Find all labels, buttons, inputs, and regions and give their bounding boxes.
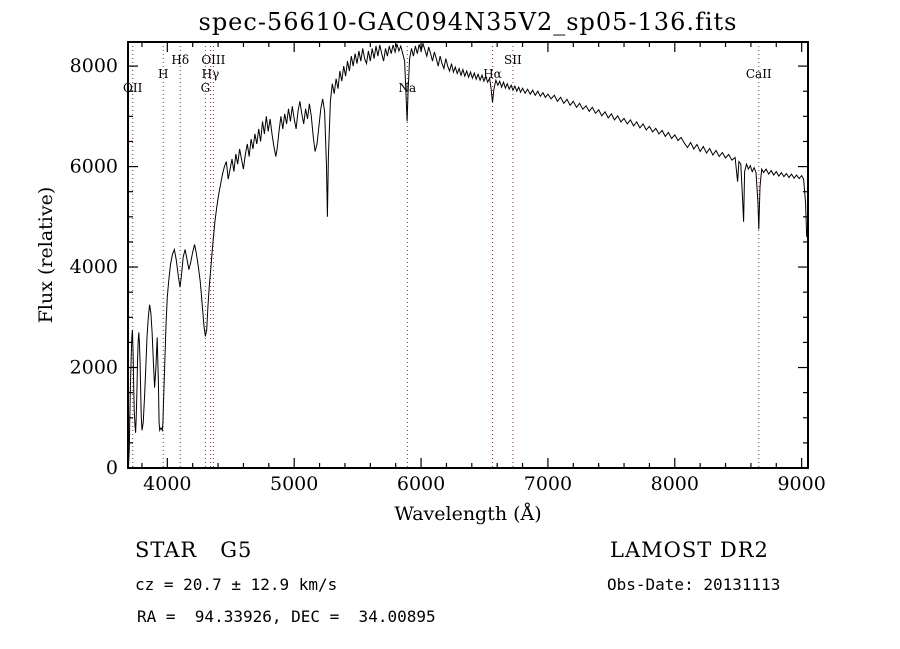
x-tick-label: 5000: [270, 473, 318, 495]
spectral-marker-label: Hδ: [171, 53, 189, 67]
x-tick-label: 8000: [651, 473, 699, 495]
y-axis-label: Flux (relative): [35, 187, 57, 324]
y-tick-label: 0: [106, 457, 118, 479]
spectrum-polyline: [128, 42, 808, 466]
object-class-label: STAR G5: [135, 538, 252, 562]
spectral-marker-label: CaII: [746, 67, 772, 81]
spectral-marker-label: G: [201, 81, 211, 95]
y-tick-label: 8000: [70, 55, 118, 77]
x-tick-label: 4000: [143, 473, 191, 495]
x-tick-label: 9000: [777, 473, 825, 495]
spectral-marker-label: Hα: [483, 67, 502, 81]
coords-label: RA = 94.33926, DEC = 34.00895: [137, 607, 436, 626]
spectral-marker-label: H: [158, 67, 168, 81]
spectral-marker-label: Hγ: [202, 67, 220, 81]
spectral-marker-label: OII: [123, 81, 143, 95]
y-tick-label: 6000: [70, 156, 118, 178]
x-tick-label: 7000: [524, 473, 572, 495]
spectral-marker-label: SII: [504, 53, 522, 67]
y-tick-label: 4000: [70, 256, 118, 278]
survey-label: LAMOST DR2: [610, 538, 769, 562]
x-axis-label: Wavelength (Å): [394, 503, 541, 525]
x-tick-label: 6000: [397, 473, 445, 495]
spectral-marker-label: OIII: [201, 53, 225, 67]
cz-value-label: cz = 20.7 ± 12.9 km/s: [135, 575, 337, 594]
spectral-marker-label: Na: [399, 81, 417, 95]
y-tick-label: 2000: [70, 357, 118, 379]
axis-ticks: 4000 5000 6000 7000 8000 9000 0 2000 4000 6000 800…: [70, 42, 826, 495]
chart-title: spec-56610-GAC094N35V2_sp05-136.fits: [199, 8, 738, 36]
spectrum-trace: [128, 42, 808, 466]
plot-frame: [127, 41, 809, 469]
obs-date-label: Obs-Date: 20131113: [607, 575, 780, 594]
